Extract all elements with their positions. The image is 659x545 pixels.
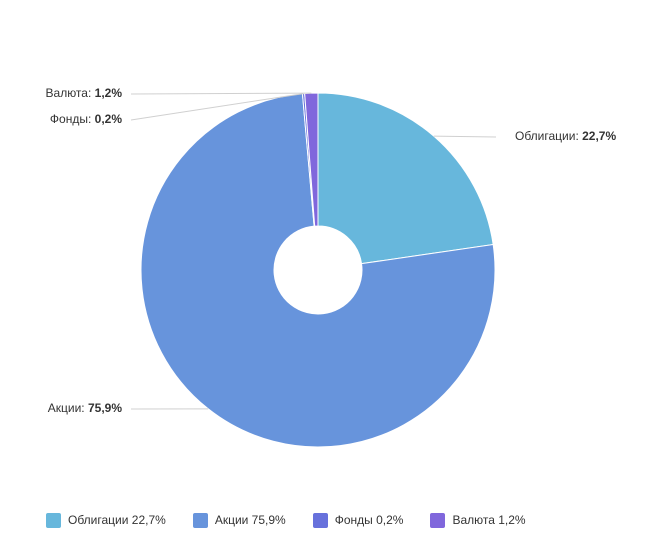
legend-item-4[interactable]: Валюта 1,2% bbox=[430, 512, 526, 528]
legend-label: Валюта 1,2% bbox=[452, 513, 526, 527]
leader-line-3 bbox=[130, 93, 304, 121]
chart-legend: Облигации 22,7% Акции 75,9% Фонды 0,2% Валю… bbox=[46, 511, 553, 529]
legend-swatch bbox=[312, 512, 328, 528]
legend-swatch bbox=[192, 512, 208, 528]
pie-slice-2[interactable] bbox=[140, 93, 496, 448]
legend-item-3[interactable]: Фонды 0,2% bbox=[312, 512, 404, 528]
slice-label-2: Акции: 75,9% bbox=[48, 401, 123, 415]
slice-label-1: Облигации: 22,7% bbox=[515, 129, 616, 143]
legend-label: Фонды 0,2% bbox=[334, 513, 404, 527]
legend-label: Облигации 22,7% bbox=[68, 513, 166, 527]
legend-label: Акции 75,9% bbox=[214, 513, 286, 527]
legend-swatch bbox=[430, 512, 446, 528]
legend-item-1[interactable]: Облигации 22,7% bbox=[46, 512, 166, 528]
leader-line-1 bbox=[433, 135, 497, 138]
slice-label-3: Фонды: 0,2% bbox=[50, 112, 122, 126]
pie-slice-1[interactable] bbox=[317, 92, 494, 265]
legend-swatch bbox=[46, 512, 61, 528]
leader-line-4 bbox=[130, 92, 312, 95]
legend-item-2[interactable]: Акции 75,9% bbox=[192, 512, 286, 528]
slice-label-4: Валюта: 1,2% bbox=[46, 86, 123, 100]
